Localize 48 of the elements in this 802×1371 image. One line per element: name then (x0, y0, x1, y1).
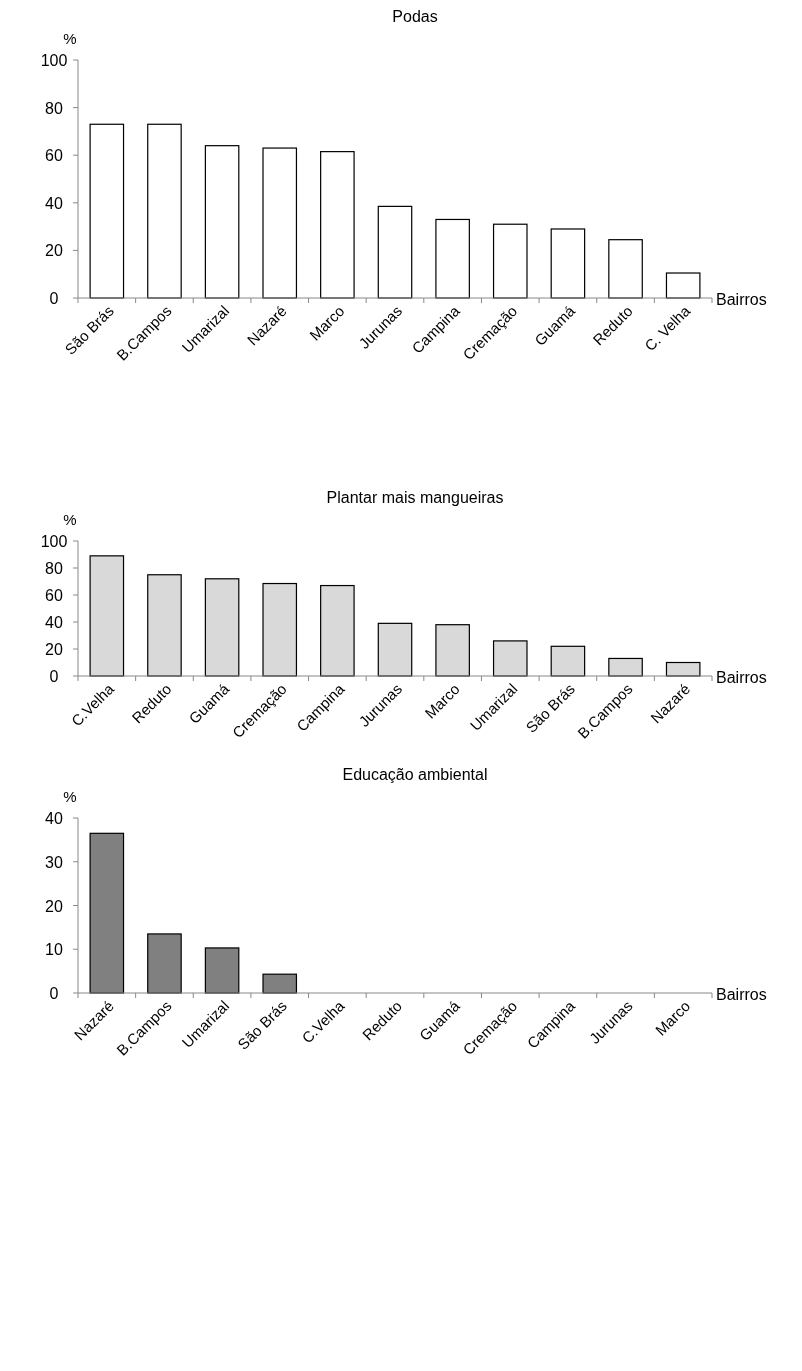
bar (320, 584, 355, 677)
bar (147, 574, 182, 677)
y-tick-label: 80 (45, 99, 63, 117)
bar (147, 123, 182, 299)
bar (550, 645, 586, 677)
bar (262, 147, 298, 299)
y-tick-label: 60 (45, 147, 63, 165)
y-tick-label: 0 (49, 668, 59, 685)
chart-title: Educação ambiental (342, 766, 488, 783)
chart-title: Plantar mais mangueiras (326, 489, 504, 506)
bar (665, 661, 701, 677)
x-axis-title: Bairros (716, 291, 767, 308)
bar (262, 582, 298, 677)
y-axis-title: % (63, 511, 77, 528)
y-tick-label: 100 (40, 52, 68, 69)
bar (492, 640, 528, 677)
bar (377, 622, 413, 677)
bar (665, 272, 701, 299)
y-tick-label: 0 (49, 290, 59, 307)
bar (377, 205, 413, 299)
bar (204, 145, 240, 299)
y-tick-label: 40 (45, 614, 63, 631)
bar (492, 223, 528, 299)
chart-title: Podas (392, 8, 438, 25)
y-tick-label: 40 (45, 194, 63, 212)
bar (550, 228, 586, 299)
y-axis-title: % (63, 30, 77, 47)
bar (608, 657, 643, 677)
y-tick-label: 20 (45, 641, 63, 658)
x-axis-title: Bairros (716, 669, 767, 686)
bar (89, 123, 125, 299)
x-axis-title: Bairros (716, 986, 767, 1003)
bar (204, 578, 240, 677)
y-tick-label: 20 (45, 897, 63, 915)
y-tick-label: 30 (45, 853, 63, 871)
bar (435, 218, 470, 299)
y-tick-label: 60 (45, 587, 63, 604)
bar (608, 239, 643, 299)
y-axis-title: % (63, 788, 77, 805)
y-tick-label: 100 (40, 533, 68, 550)
y-tick-label: 10 (45, 941, 63, 959)
bar (435, 624, 470, 677)
y-tick-label: 20 (45, 242, 63, 260)
y-tick-label: 80 (45, 560, 63, 577)
bar (320, 151, 355, 299)
y-tick-label: 0 (49, 985, 59, 1002)
y-tick-label: 40 (45, 810, 63, 827)
bar (89, 555, 125, 677)
